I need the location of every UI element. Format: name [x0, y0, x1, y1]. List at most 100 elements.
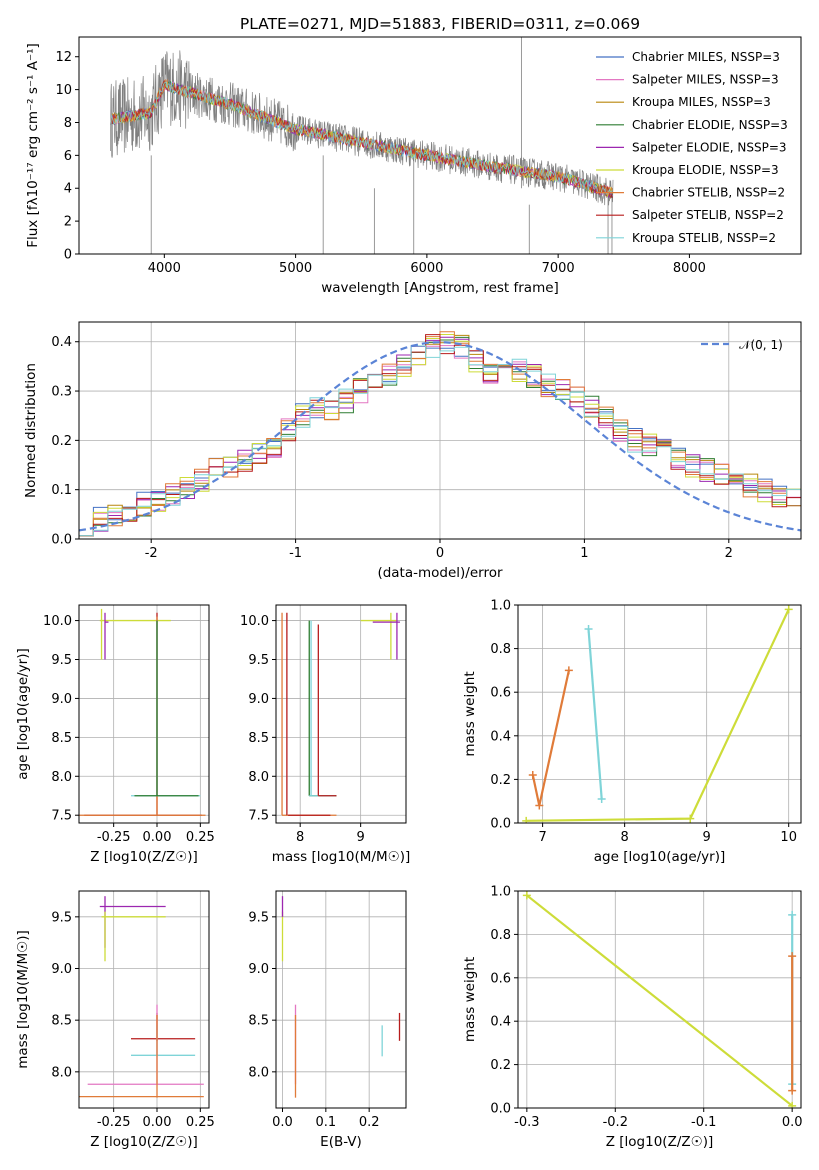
x-tick-label: 9: [357, 830, 365, 845]
x-axis-label: Z [log10(Z/Z☉)]: [606, 1134, 714, 1150]
x-axis-label: Z [log10(Z/Z☉)]: [90, 849, 198, 865]
y-tick-label: 0: [64, 248, 72, 263]
x-tick-label: -0.1: [691, 1115, 716, 1130]
x-tick-label: 0.0: [272, 1115, 293, 1130]
y-tick-label: 9.5: [248, 653, 269, 668]
mass-weight-point: [788, 910, 797, 919]
x-tick-label: 0.2: [359, 1115, 380, 1130]
y-tick-label: 0.4: [51, 335, 72, 350]
mass-weight-point: [584, 624, 593, 633]
y-axis-label: mass weight: [462, 957, 478, 1042]
legend-label: Chabrier ELODIE, NSSP=3: [632, 118, 788, 132]
mass-weight-point: [784, 605, 793, 614]
weight-vs-metallicity-panel: -0.3 -0.2 -0.1 0.0 0.0 0.2 0.4 0.6 0.8 1.0 Z [log1…: [462, 885, 803, 1151]
plot-frame: [78, 890, 210, 1109]
legend-label: Salpeter ELODIE, NSSP=3: [632, 140, 787, 154]
plot-frame: [78, 604, 210, 824]
y-tick-label: 0.6: [490, 686, 511, 701]
mass-weight-point: [597, 795, 606, 804]
weight-vs-age-panel: 7 8 9 10 0.0 0.2 0.4 0.6 0.8 1.0 age [log10(age/yr…: [462, 599, 802, 865]
observed-spectrum-line: [110, 50, 614, 206]
x-tick-label: 0.25: [186, 830, 215, 845]
mass-weight-point: [522, 891, 531, 900]
x-tick-label: 8000: [673, 261, 706, 276]
y-tick-label: 0.2: [51, 434, 72, 449]
residual-histogram-step: [79, 334, 801, 537]
y-tick-label: 0.0: [490, 817, 511, 832]
x-tick-label: -0.2: [603, 1115, 628, 1130]
y-tick-label: 1.0: [490, 885, 511, 900]
y-tick-label: 8.5: [248, 1014, 269, 1029]
mass-weight-point: [528, 771, 537, 780]
y-tick-label: 6: [64, 149, 72, 164]
mass-vs-metallicity-panel: -0.25 0.00 0.25 8.0 8.5 9.0 9.5 Z [log10(Z/Z☉)]…: [15, 890, 215, 1150]
y-tick-label: 8.5: [51, 731, 72, 746]
weight-plot-area: [522, 891, 797, 1108]
x-tick-label: 0.0: [782, 1115, 803, 1130]
spectrum-panel: 4000 5000 6000 7000 8000 0 2 4 6 8 10 12 wavelength …: [25, 36, 802, 296]
x-axis-label: (data-model)/error: [377, 565, 503, 581]
legend-label: Kroupa ELODIE, NSSP=3: [632, 163, 779, 177]
x-tick-label: 2: [725, 546, 733, 561]
x-axis-label: Z [log10(Z/Z☉)]: [90, 1134, 198, 1150]
model-spectrum-line: [110, 81, 613, 196]
x-tick-label: 9: [703, 830, 711, 845]
y-tick-label: 0.8: [490, 928, 511, 943]
y-tick-label: 0.0: [490, 1102, 511, 1117]
y-axis-label: mass weight: [462, 671, 478, 756]
y-tick-label: 0.8: [490, 642, 511, 657]
y-axis-label: Normed distribution: [23, 363, 39, 498]
y-tick-label: 10: [55, 83, 72, 98]
y-axis-label: mass [log10(M/M☉)]: [15, 930, 31, 1069]
y-tick-label: 10.0: [43, 614, 72, 629]
y-tick-label: 7.5: [248, 809, 269, 824]
residual-histogram-step: [79, 331, 801, 537]
plot-frame: [78, 36, 802, 255]
x-tick-label: 5000: [279, 261, 312, 276]
y-tick-label: 9.5: [51, 910, 72, 925]
residual-histogram-step: [79, 336, 801, 537]
x-tick-label: 0.1: [315, 1115, 336, 1130]
mass-weight-point: [788, 1101, 797, 1108]
y-tick-label: 8.0: [248, 770, 269, 785]
y-tick-label: 7.5: [51, 809, 72, 824]
x-tick-label: 0.00: [143, 1115, 172, 1130]
plot-frame: [517, 604, 802, 824]
x-tick-label: 7000: [542, 261, 575, 276]
x-tick-label: 0.25: [186, 1115, 215, 1130]
y-axis-label: age [log10(age/yr)]: [15, 648, 31, 780]
residual-histogram-step: [79, 345, 801, 537]
mass-weight-line: [526, 894, 793, 1107]
x-tick-label: -2: [145, 546, 158, 561]
x-tick-label: 1: [580, 546, 588, 561]
errorbar-plot-area: [281, 612, 400, 816]
legend-label: 𝒩(0, 1): [739, 338, 783, 352]
y-tick-label: 0.3: [51, 385, 72, 400]
age-vs-mass-panel: 8 9 7.5 8.0 8.5 9.0 9.5 10.0 mass [log10(M/M☉)]: [240, 604, 411, 865]
histogram-plot-area: [79, 331, 801, 537]
errorbar-plot-area: [79, 896, 204, 1098]
y-tick-label: 0.4: [490, 1015, 511, 1030]
residual-histogram-step: [79, 336, 801, 537]
x-tick-label: 8: [296, 830, 304, 845]
legend-label: Kroupa STELIB, NSSP=2: [632, 231, 776, 245]
y-tick-label: 10.0: [240, 614, 269, 629]
x-tick-label: 6000: [410, 261, 443, 276]
y-tick-label: 0.1: [51, 483, 72, 498]
y-tick-label: 8.0: [51, 1065, 72, 1080]
y-tick-label: 9.0: [248, 962, 269, 977]
y-tick-label: 4: [64, 182, 72, 197]
x-tick-label: -0.25: [97, 830, 131, 845]
y-tick-label: 8.0: [51, 770, 72, 785]
residual-histogram-panel: -2 -1 0 1 2 0.0 0.1 0.2 0.3 0.4 (data-model)/error…: [23, 321, 802, 581]
x-axis-label: mass [log10(M/M☉)]: [272, 849, 411, 865]
mass-weight-point: [564, 666, 573, 675]
y-axis-label: Flux [fλ10⁻¹⁷ erg cm⁻² s⁻¹ A⁻¹]: [25, 43, 41, 248]
residual-histogram-step: [79, 334, 801, 537]
y-tick-label: 0.0: [51, 533, 72, 548]
spectrum-plot-area: [110, 37, 614, 254]
figure-title: PLATE=0271, MJD=51883, FIBERID=0311, z=0…: [240, 15, 640, 33]
plot-frame: [78, 321, 802, 540]
mass-weight-line: [531, 670, 570, 806]
y-tick-label: 0.6: [490, 971, 511, 986]
